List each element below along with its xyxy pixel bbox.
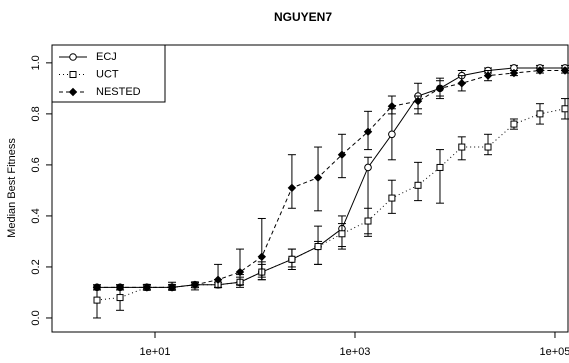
legend-label: NESTED [96, 86, 141, 98]
point [363, 127, 373, 136]
point [364, 217, 372, 225]
y-tick-label: 0.8 [30, 106, 42, 121]
point [142, 283, 152, 292]
point [288, 255, 296, 263]
error-bar [414, 161, 423, 202]
x-tick-label: 1e+05 [540, 346, 569, 358]
point [388, 130, 396, 139]
point [115, 283, 125, 292]
legend-label: UCT [96, 68, 119, 80]
chart-title: NGUYEN7 [274, 10, 332, 24]
point [561, 105, 569, 113]
point [536, 110, 544, 118]
point [457, 79, 467, 88]
point [167, 283, 177, 292]
point [314, 243, 322, 251]
point [388, 194, 396, 202]
point [92, 283, 102, 292]
y-tick-label: 0.0 [30, 310, 42, 325]
legend-label: ECJ [96, 51, 117, 63]
point [436, 163, 444, 171]
series-line [97, 67, 566, 288]
legend-marker [69, 71, 77, 78]
point [483, 71, 493, 80]
y-tick-label: 0.4 [30, 208, 42, 223]
point [458, 143, 466, 151]
error-bar [435, 149, 444, 204]
point [235, 267, 245, 277]
point [560, 66, 569, 75]
y-tick-label: 0.6 [30, 157, 42, 172]
point [435, 84, 445, 93]
point [364, 163, 372, 172]
point [414, 181, 422, 189]
point [484, 143, 492, 151]
point [510, 120, 518, 128]
y-axis-label: Median Best Fitness [6, 138, 18, 238]
point [509, 68, 519, 78]
plot-frame [51, 44, 569, 333]
y-tick-label: 0.2 [30, 259, 42, 274]
point [93, 296, 101, 304]
y-tick-label: 1.0 [30, 55, 42, 70]
point [190, 280, 200, 290]
point [257, 252, 267, 261]
point [287, 183, 297, 193]
point [337, 150, 347, 159]
point [213, 275, 223, 284]
legend-marker [69, 53, 77, 61]
point [116, 294, 124, 302]
x-tick-label: 1e+01 [140, 346, 171, 358]
error-bar [235, 248, 244, 286]
point [313, 173, 323, 182]
legend-marker [68, 87, 78, 97]
error-bar [257, 217, 266, 278]
point [387, 102, 397, 111]
error-bar [287, 154, 296, 209]
point [413, 96, 423, 106]
series-line [96, 108, 566, 301]
x-tick-label: 1e+03 [340, 346, 371, 358]
point [338, 230, 346, 238]
series-line [97, 70, 566, 288]
point [535, 66, 545, 75]
